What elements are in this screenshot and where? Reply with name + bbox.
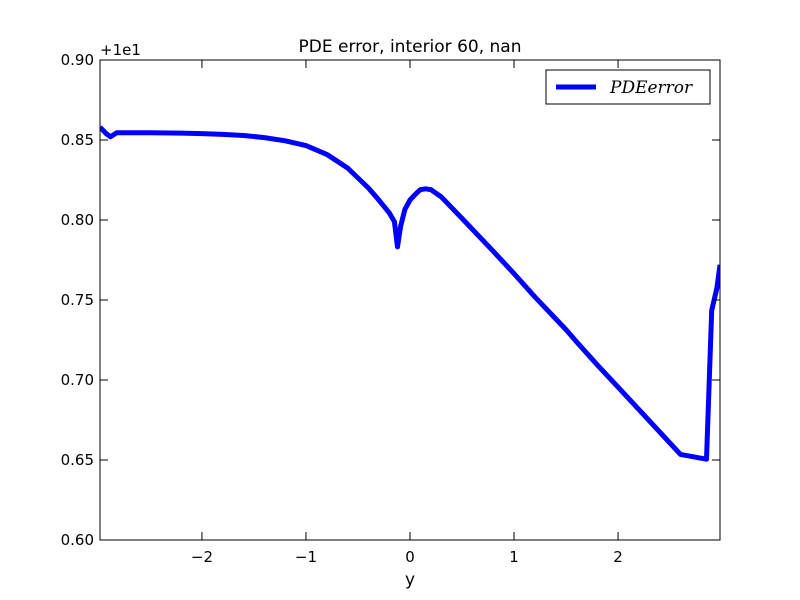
y-tick-label: 0.70 [61, 371, 94, 389]
legend-label-pdeerror: PDEerror [609, 78, 693, 98]
series-line-pdeerror [100, 125, 720, 462]
y-tick-label: 0.65 [61, 451, 94, 469]
x-tick-label: 2 [613, 548, 623, 566]
y-tick-label: 0.85 [61, 131, 94, 149]
x-tick-label: 0 [405, 548, 415, 566]
x-axis-label: y [405, 570, 415, 590]
x-tick-label: −1 [295, 548, 317, 566]
chart-title: PDE error, interior 60, nan [299, 37, 522, 57]
plot-frame [99, 59, 721, 541]
legend: PDEerror [545, 69, 711, 105]
x-tick-label: −2 [191, 548, 213, 566]
tick-layer: −2 −1 0 1 2 0.60 0.65 0.70 0.75 0.80 0.85 0.90 [61, 51, 720, 566]
y-tick-label: 0.90 [61, 51, 94, 69]
x-tick-label: 1 [509, 548, 519, 566]
axis-offset-label: +1e1 [100, 41, 141, 59]
series-layer [100, 125, 720, 462]
y-tick-label: 0.80 [61, 211, 94, 229]
y-tick-label: 0.60 [61, 531, 94, 549]
y-tick-label: 0.75 [61, 291, 94, 309]
